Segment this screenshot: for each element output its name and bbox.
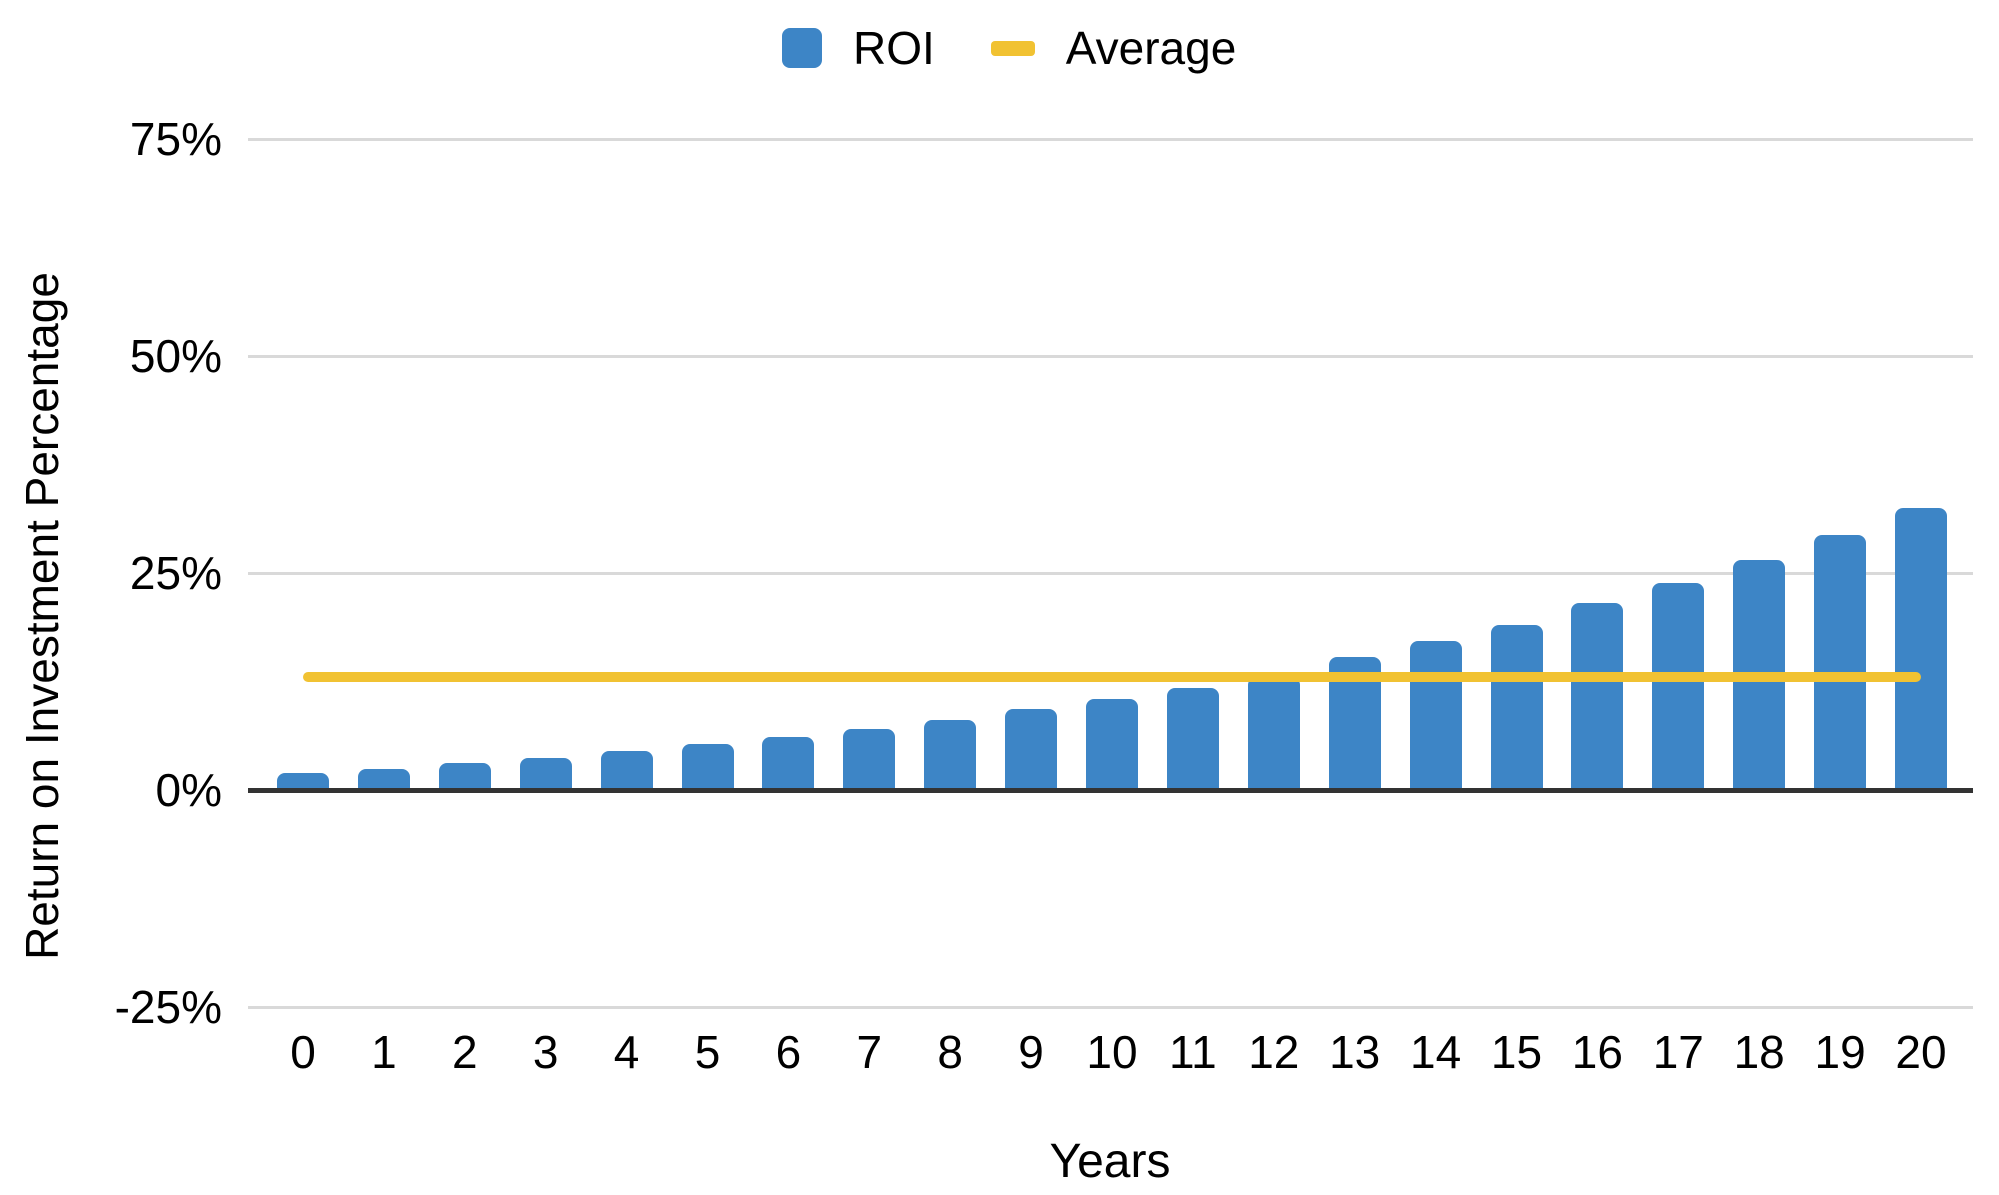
legend-label-average: Average xyxy=(1065,22,1237,74)
x-tick-label: 20 xyxy=(1895,1026,1947,1078)
chart-legend: ROI Average xyxy=(782,22,1237,74)
roi-bar-year-7 xyxy=(843,729,896,792)
roi-bar-year-8 xyxy=(924,719,977,792)
roi-bar-year-16 xyxy=(1571,603,1624,792)
x-tick-label: 2 xyxy=(452,1026,478,1078)
roi-bar-year-14 xyxy=(1409,640,1462,792)
legend-label-roi: ROI xyxy=(853,22,935,74)
x-tick-label: 19 xyxy=(1814,1026,1866,1078)
roi-bar-year-1 xyxy=(357,769,410,792)
roi-bar-year-12 xyxy=(1247,677,1300,792)
y-tick-label: 50% xyxy=(129,330,222,382)
roi-bar-year-4 xyxy=(600,750,653,792)
roi-swatch-icon xyxy=(782,28,822,68)
average-line xyxy=(303,672,1921,683)
x-tick-label: 8 xyxy=(937,1026,963,1078)
y-tick-label: 25% xyxy=(129,547,222,599)
x-tick-label: 17 xyxy=(1652,1026,1704,1078)
x-tick-label: 6 xyxy=(775,1026,802,1078)
gridline-50 xyxy=(248,354,1973,358)
x-tick-label: 7 xyxy=(856,1026,883,1078)
gridline-75 xyxy=(248,137,1973,141)
y-tick-label: -25% xyxy=(114,981,222,1033)
roi-bar-year-2 xyxy=(438,763,491,792)
roi-bar-year-0 xyxy=(277,772,329,792)
legend-item-roi: ROI xyxy=(782,22,935,74)
y-tick-label: 0% xyxy=(155,764,222,816)
x-tick-label: 13 xyxy=(1329,1026,1381,1078)
roi-bar-year-9 xyxy=(1005,709,1058,792)
roi-bar-year-10 xyxy=(1086,698,1138,792)
y-tick-label: 75% xyxy=(129,113,222,165)
roi-bar-year-15 xyxy=(1490,625,1543,792)
x-tick-label: 14 xyxy=(1410,1026,1462,1078)
x-tick-label: 16 xyxy=(1571,1026,1623,1078)
roi-bar-year-11 xyxy=(1166,688,1219,792)
x-tick-label: 9 xyxy=(1018,1026,1044,1078)
x-tick-label: 0 xyxy=(290,1026,316,1078)
roi-bar-year-3 xyxy=(519,757,572,792)
x-tick-label: 5 xyxy=(694,1026,721,1078)
x-tick-label: 1 xyxy=(371,1026,397,1078)
gridline-25 xyxy=(248,571,1973,575)
x-tick-label: 12 xyxy=(1248,1026,1300,1078)
gridline--25 xyxy=(248,1005,1973,1009)
x-tick-label: 18 xyxy=(1733,1026,1785,1078)
x-tick-label: 15 xyxy=(1490,1026,1543,1078)
x-tick-label: 4 xyxy=(613,1026,640,1078)
x-tick-label: 10 xyxy=(1086,1026,1138,1078)
legend-item-average: Average xyxy=(990,22,1237,74)
x-tick-label: 11 xyxy=(1169,1026,1217,1078)
x-axis-baseline xyxy=(248,787,1973,793)
roi-bar-year-17 xyxy=(1652,583,1705,792)
roi-bar-year-5 xyxy=(681,743,734,792)
roi-bar-year-19 xyxy=(1814,534,1867,792)
roi-bar-year-6 xyxy=(762,737,815,792)
x-axis-title: Years xyxy=(1049,1135,1171,1188)
average-swatch-icon xyxy=(990,40,1035,56)
x-tick-label: 3 xyxy=(532,1026,559,1078)
roi-bar-year-20 xyxy=(1895,507,1947,792)
